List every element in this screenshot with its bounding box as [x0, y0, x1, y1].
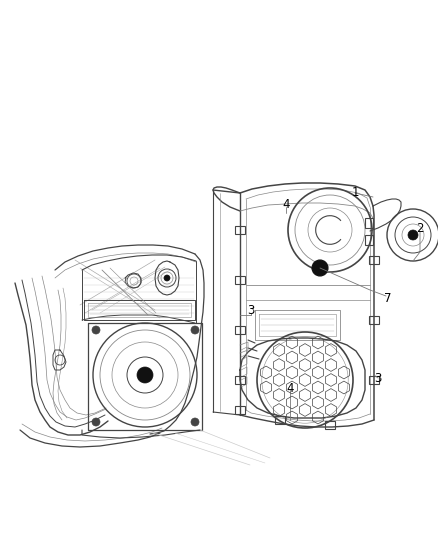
Text: 3: 3 — [374, 372, 381, 384]
Text: 1: 1 — [351, 187, 359, 199]
Bar — [369, 256, 379, 264]
Text: 4: 4 — [286, 382, 294, 394]
Circle shape — [312, 260, 328, 276]
Circle shape — [191, 418, 199, 426]
Bar — [235, 226, 245, 234]
Circle shape — [92, 326, 100, 334]
Text: 2: 2 — [416, 222, 424, 235]
Bar — [369, 376, 379, 384]
Text: 7: 7 — [384, 292, 392, 304]
Bar — [235, 276, 245, 284]
Bar — [235, 326, 245, 334]
Text: 4: 4 — [282, 198, 290, 211]
Bar — [365, 235, 373, 245]
Circle shape — [137, 367, 153, 383]
Circle shape — [191, 326, 199, 334]
Text: 3: 3 — [247, 304, 254, 318]
Bar — [275, 416, 285, 424]
Circle shape — [408, 230, 418, 240]
Circle shape — [164, 275, 170, 281]
Bar — [235, 376, 245, 384]
Bar — [365, 218, 373, 228]
Circle shape — [92, 418, 100, 426]
Bar — [235, 406, 245, 414]
Bar — [369, 316, 379, 324]
Bar — [325, 421, 335, 429]
